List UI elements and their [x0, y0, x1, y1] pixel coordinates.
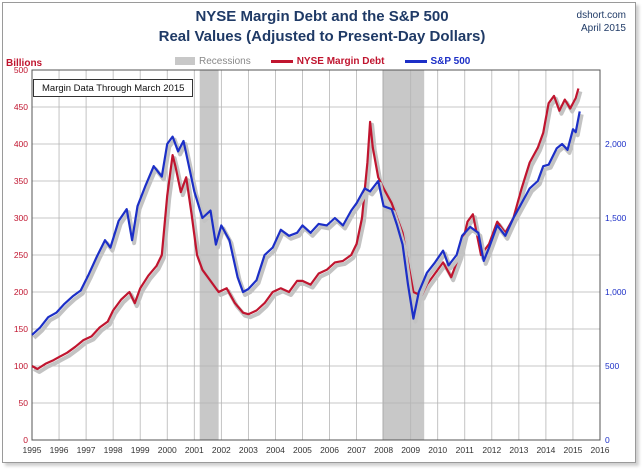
series-shadow-1: [32, 114, 584, 340]
x-tick-label-1996: 1996: [50, 445, 69, 455]
x-tick-label-2014: 2014: [536, 445, 555, 455]
x-tick-label-2007: 2007: [347, 445, 366, 455]
x-tick-label-2013: 2013: [509, 445, 528, 455]
left-axis-unit: Billions: [6, 58, 43, 69]
x-tick-label-1999: 1999: [131, 445, 150, 455]
x-tick-label-2016: 2016: [591, 445, 610, 455]
x-tick-label-2005: 2005: [293, 445, 312, 455]
plot-border: [31, 69, 601, 441]
data-note: Margin Data Through March 2015: [33, 79, 193, 97]
left-tick-label-150: 150: [14, 324, 28, 334]
right-tick-label-1500: 1,500: [605, 213, 627, 223]
legend-swatch-margin-debt: [270, 59, 293, 63]
chart-legend: Recessions NYSE Margin Debt S&P 500: [175, 54, 490, 68]
series-line-sp500: [31, 111, 581, 336]
x-tick-label-1998: 1998: [104, 445, 123, 455]
left-tick-label-250: 250: [14, 250, 28, 260]
legend-label-sp500: S&P 500: [430, 55, 471, 67]
left-tick-label-500: 500: [14, 65, 28, 75]
x-tick-label-2010: 2010: [428, 445, 447, 455]
legend-item-margin-debt: NYSE Margin Debt: [270, 55, 385, 67]
x-tick-label-1997: 1997: [77, 445, 96, 455]
source-attribution: dshort.com April 2015: [577, 9, 626, 35]
source-site: dshort.com: [576, 10, 626, 21]
legend-swatch-recessions: [175, 57, 195, 65]
x-tick-label-2015: 2015: [563, 445, 582, 455]
source-date: April 2015: [580, 23, 626, 34]
x-tick-label-2009: 2009: [401, 445, 420, 455]
x-tick-label-2002: 2002: [212, 445, 231, 455]
x-tick-label-2006: 2006: [320, 445, 339, 455]
right-tick-label-500: 500: [605, 361, 619, 371]
left-tick-label-100: 100: [14, 361, 28, 371]
right-tick-label-2000: 2,000: [605, 139, 627, 149]
legend-label-recessions: Recessions: [199, 55, 251, 67]
x-tick-label-2008: 2008: [374, 445, 393, 455]
legend-item-recessions: Recessions: [175, 56, 251, 67]
left-tick-label-450: 450: [14, 102, 28, 112]
left-tick-label-50: 50: [19, 398, 29, 408]
x-tick-label-2003: 2003: [239, 445, 258, 455]
chart-title-line1: NYSE Margin Debt and the S&P 500: [195, 8, 449, 25]
left-tick-label-300: 300: [14, 213, 28, 223]
legend-item-sp500: S&P 500: [404, 55, 471, 67]
chart-title-line2: Real Values (Adjusted to Present-Day Dol…: [158, 28, 486, 45]
left-tick-label-400: 400: [14, 139, 28, 149]
right-tick-label-1000: 1,000: [605, 287, 627, 297]
series-line-margin-debt: [31, 88, 580, 371]
x-tick-label-2012: 2012: [482, 445, 501, 455]
x-tick-label-2004: 2004: [266, 445, 285, 455]
left-tick-label-350: 350: [14, 176, 28, 186]
x-tick-label-2011: 2011: [456, 445, 475, 455]
legend-label-margin-debt: NYSE Margin Debt: [296, 55, 385, 67]
right-tick-label-0: 0: [605, 435, 610, 445]
left-tick-label-0: 0: [23, 435, 28, 445]
x-tick-label-2001: 2001: [185, 445, 204, 455]
left-tick-label-200: 200: [14, 287, 28, 297]
x-tick-label-1995: 1995: [23, 445, 42, 455]
x-tick-label-2000: 2000: [158, 445, 177, 455]
legend-swatch-sp500: [404, 59, 427, 63]
